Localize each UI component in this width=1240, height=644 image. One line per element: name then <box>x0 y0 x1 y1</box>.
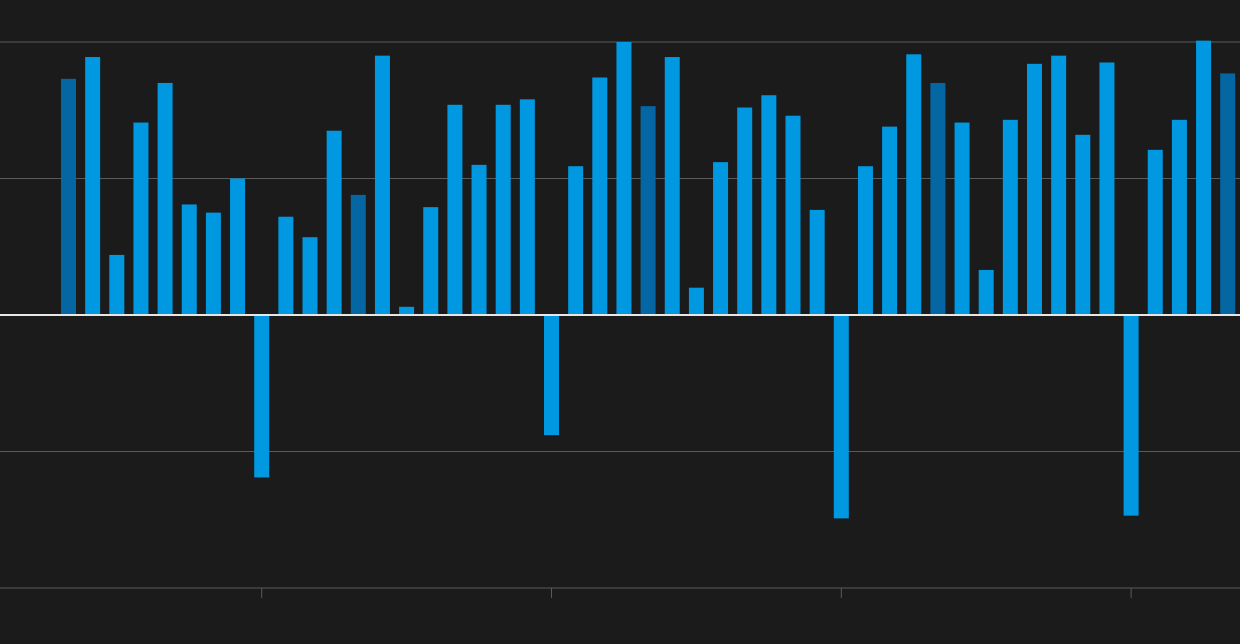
bar <box>785 115 801 316</box>
bar <box>85 57 101 315</box>
bar <box>930 82 946 315</box>
bar <box>906 54 922 315</box>
bar <box>954 122 970 315</box>
bar <box>350 194 366 315</box>
bar <box>1147 149 1163 315</box>
x-ticks <box>261 588 1132 598</box>
bar <box>1196 40 1212 315</box>
bar <box>833 315 849 519</box>
bar <box>133 122 149 315</box>
bar <box>1051 55 1067 316</box>
bar <box>978 269 994 315</box>
bar <box>1027 63 1042 316</box>
bar <box>882 126 898 315</box>
bar <box>230 178 246 315</box>
bar <box>61 78 76 315</box>
bar <box>592 77 608 316</box>
bar <box>495 104 511 315</box>
bar <box>326 130 342 315</box>
bar <box>688 287 704 315</box>
bar <box>809 209 825 315</box>
bar <box>1099 62 1115 315</box>
bar <box>568 166 584 315</box>
bar <box>713 162 729 315</box>
bar <box>205 212 221 316</box>
bar <box>278 216 294 315</box>
bar <box>374 55 390 316</box>
bar <box>109 254 125 315</box>
bar <box>737 107 753 316</box>
bar <box>1220 73 1236 316</box>
bar <box>157 82 173 315</box>
bar <box>857 166 873 315</box>
bar <box>544 315 559 436</box>
bar <box>519 99 535 315</box>
bar <box>302 237 318 315</box>
bars <box>61 40 1236 519</box>
bar <box>254 315 270 478</box>
bar <box>447 104 463 315</box>
bar <box>640 106 656 315</box>
bar <box>1002 119 1018 315</box>
bar <box>761 95 777 315</box>
bar <box>664 57 680 315</box>
bar <box>423 207 439 315</box>
bar <box>181 204 197 316</box>
bar <box>1123 315 1139 516</box>
bar <box>1171 119 1187 315</box>
bar <box>471 164 487 315</box>
bar <box>616 42 632 315</box>
bar <box>1075 134 1091 315</box>
bar <box>399 306 415 315</box>
